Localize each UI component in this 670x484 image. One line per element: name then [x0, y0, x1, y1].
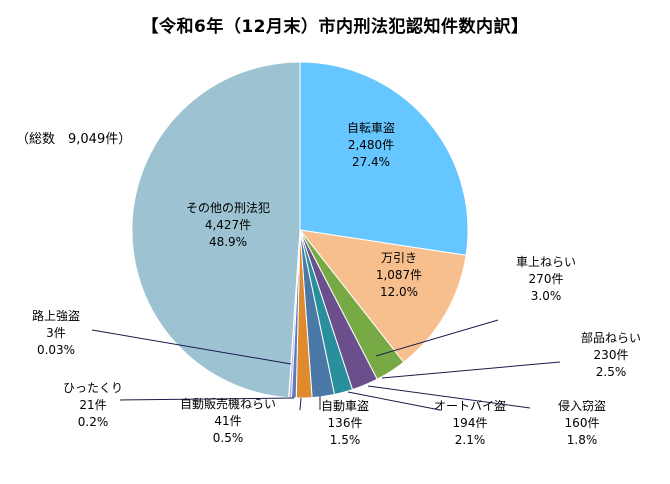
slice-label: 自動販売機ねらい 41件 0.5% — [180, 396, 276, 445]
slice-count: 160件 — [565, 416, 600, 430]
slice-percent: 0.2% — [78, 415, 109, 429]
slice-name: 万引き — [381, 251, 417, 265]
leader-line — [299, 397, 302, 411]
slice-percent: 1.5% — [330, 433, 361, 447]
slice-label: 車上ねらい 270件 3.0% — [516, 255, 576, 303]
slice-percent: 3.0% — [531, 289, 562, 303]
chart-title: 【令和6年（12月末）市内刑法犯認知件数内訳】 — [141, 17, 529, 37]
slice-label: オートバイ盗 194件 2.1% — [434, 398, 506, 447]
leader-line — [381, 361, 561, 379]
slice-label: 路上強盗 3件 0.03% — [32, 308, 80, 357]
slice-label: 自動車盗 136件 1.5% — [321, 398, 369, 447]
slice-count: 270件 — [529, 272, 564, 286]
slice-label: 自転車盗 2,480件 27.4% — [347, 120, 395, 169]
leader-line — [119, 397, 295, 401]
total-label: （総数 9,049件） — [16, 132, 132, 147]
slice-percent: 27.4% — [352, 155, 390, 169]
slice-percent: 1.8% — [567, 433, 598, 447]
slice-name: 路上強盗 — [32, 308, 80, 323]
slice-name: オートバイ盗 — [434, 398, 506, 413]
slice-label: その他の刑法犯 4,427件 48.9% — [186, 201, 270, 249]
slice-name: 車上ねらい — [516, 255, 576, 269]
slice-name: 自動販売機ねらい — [180, 396, 276, 411]
leader-line — [375, 319, 499, 357]
slice-count: 136件 — [328, 416, 363, 430]
slice-label: ひったくり 21件 0.2% — [63, 381, 123, 429]
leader-line — [91, 329, 292, 365]
slice-count: 4,427件 — [205, 218, 251, 232]
slice-percent: 2.5% — [596, 365, 627, 379]
slice-percent: 48.9% — [209, 235, 247, 249]
pie-slice — [299, 61, 469, 256]
slice-count: 2,480件 — [348, 138, 394, 152]
slice-percent: 0.03% — [37, 343, 75, 357]
slice-label: 万引き 1,087件 12.0% — [376, 251, 422, 299]
slice-count: 194件 — [453, 416, 488, 430]
slice-name: 侵入窃盗 — [558, 398, 606, 413]
slice-name: 部品ねらい — [581, 330, 641, 345]
slice-count: 41件 — [214, 414, 241, 428]
leader-line — [367, 385, 531, 409]
slice-name: 自転車盗 — [347, 120, 395, 135]
slice-percent: 12.0% — [380, 285, 418, 299]
slice-percent: 2.1% — [455, 433, 486, 447]
slice-name: その他の刑法犯 — [186, 201, 270, 215]
slice-count: 21件 — [79, 398, 106, 412]
slice-label: 部品ねらい 230件 2.5% — [581, 330, 641, 379]
slice-count: 3件 — [46, 326, 66, 340]
slice-name: 自動車盗 — [321, 398, 369, 413]
slice-label: 侵入窃盗 160件 1.8% — [558, 398, 606, 447]
slice-percent: 0.5% — [213, 431, 244, 445]
leader-line — [347, 391, 441, 411]
slice-count: 1,087件 — [376, 268, 422, 282]
pie-slice — [131, 61, 301, 399]
pie-slice — [298, 229, 467, 363]
slice-count: 230件 — [594, 348, 629, 362]
slice-name: ひったくり — [63, 381, 123, 395]
